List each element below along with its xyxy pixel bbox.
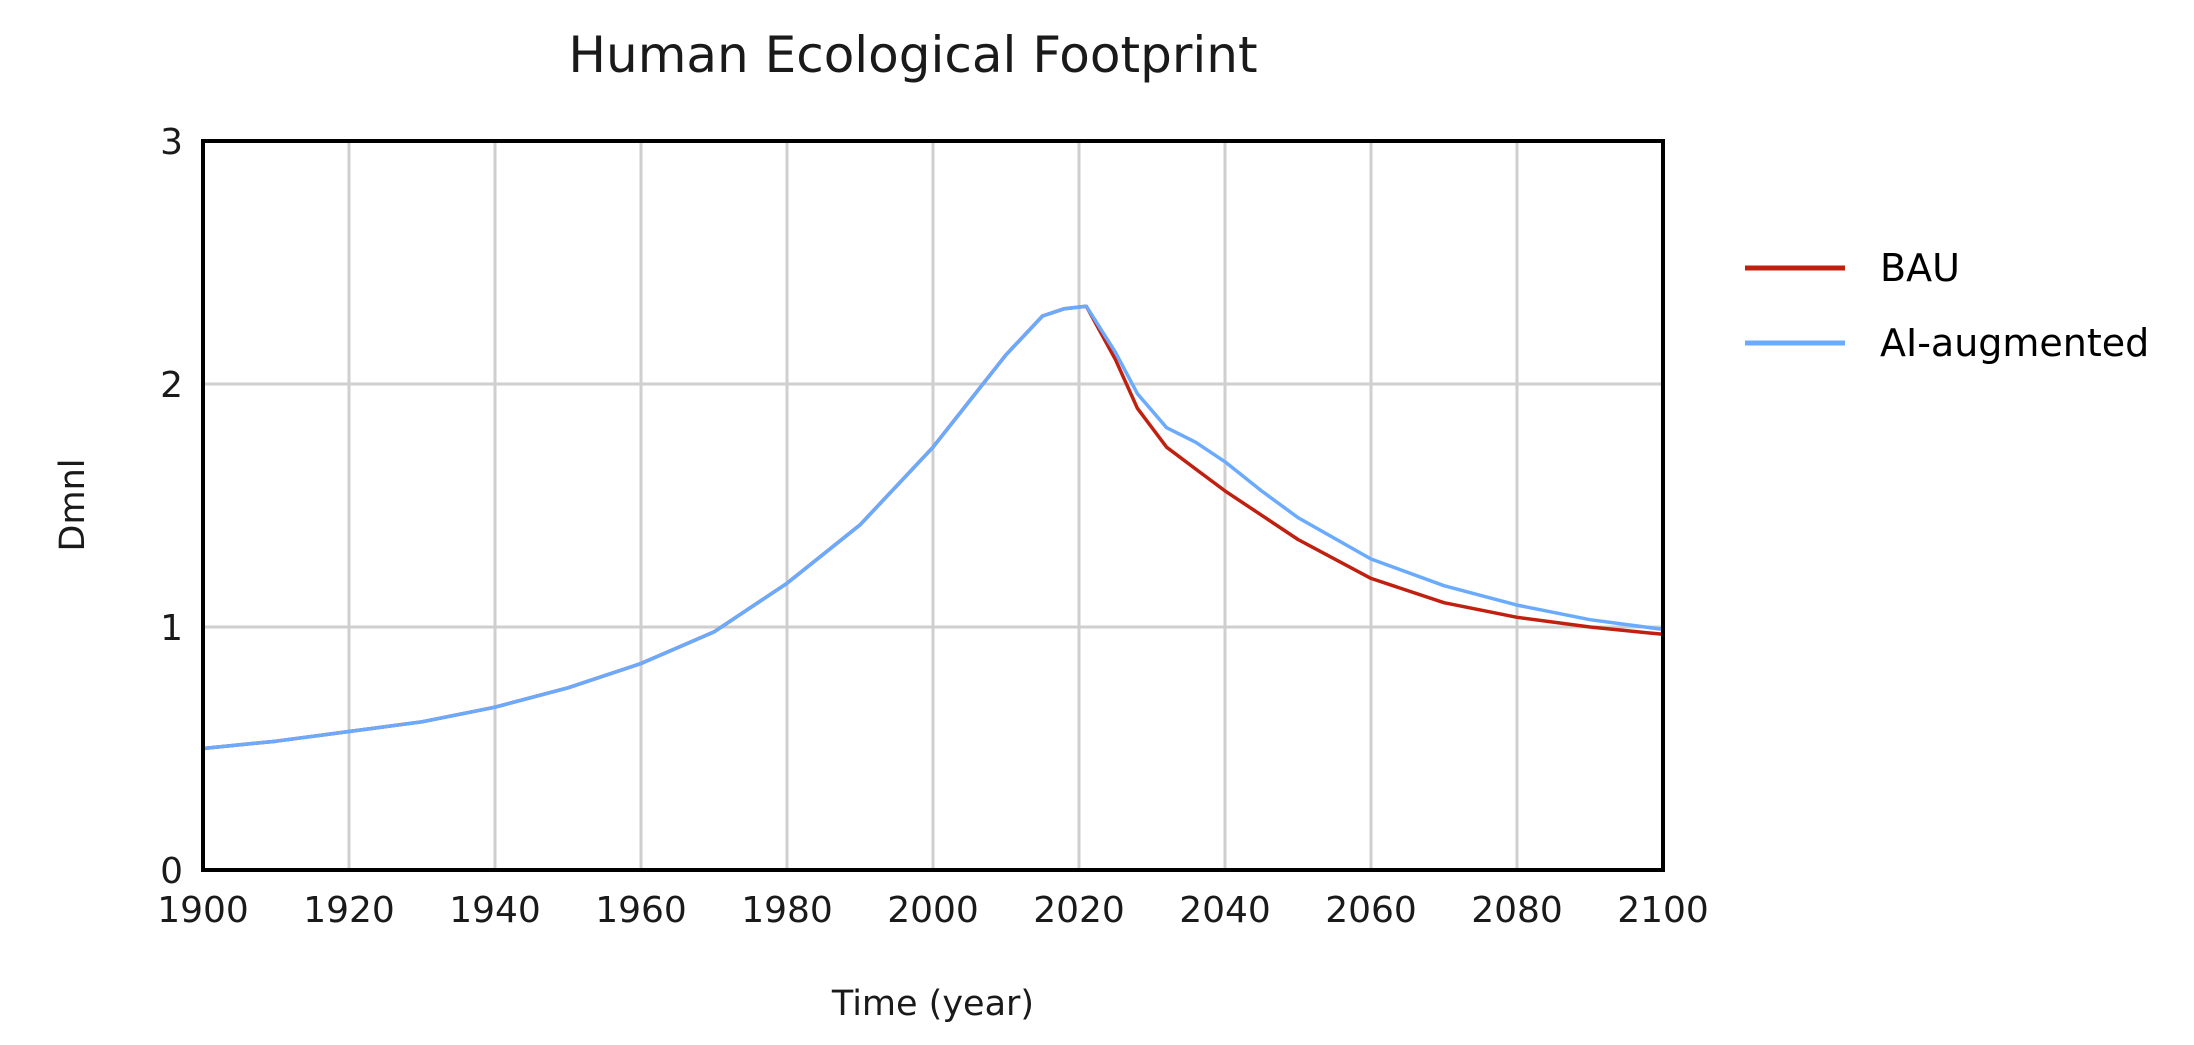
x-tick-labels: 1900 1920 1940 1960 1980 2000 2020 2040 2060 2080… xyxy=(157,890,1709,931)
x-tick-label: 1940 xyxy=(449,890,541,931)
x-tick-label: 2020 xyxy=(1033,890,1125,931)
y-axis-label: Dmnl xyxy=(53,459,93,552)
x-tick-label: 2100 xyxy=(1617,890,1709,931)
x-tick-label: 1900 xyxy=(157,890,249,931)
x-axis-label: Time (year) xyxy=(831,984,1034,1024)
y-tick-label: 3 xyxy=(160,122,183,163)
x-tick-label: 1980 xyxy=(741,890,833,931)
plot-frame xyxy=(201,139,1665,872)
legend: BAU AI-augmented xyxy=(1745,246,2149,365)
y-tick-labels: 0 1 2 3 xyxy=(160,122,183,892)
x-tick-label: 2040 xyxy=(1179,890,1271,931)
legend-label: AI-augmented xyxy=(1880,321,2149,365)
y-tick-label: 2 xyxy=(160,365,183,406)
grid-lines xyxy=(201,139,1665,872)
x-tick-label: 2060 xyxy=(1325,890,1417,931)
x-tick-label: 2000 xyxy=(887,890,979,931)
chart-title: Human Ecological Footprint xyxy=(568,26,1257,84)
x-tick-label: 1920 xyxy=(303,890,395,931)
x-tick-label: 1960 xyxy=(595,890,687,931)
series-lines xyxy=(201,304,1665,751)
series-line-ai-augmented xyxy=(201,304,1665,751)
legend-label: BAU xyxy=(1880,246,1960,290)
y-tick-label: 1 xyxy=(160,608,183,649)
y-tick-label: 0 xyxy=(160,851,183,892)
x-tick-label: 2080 xyxy=(1471,890,1563,931)
